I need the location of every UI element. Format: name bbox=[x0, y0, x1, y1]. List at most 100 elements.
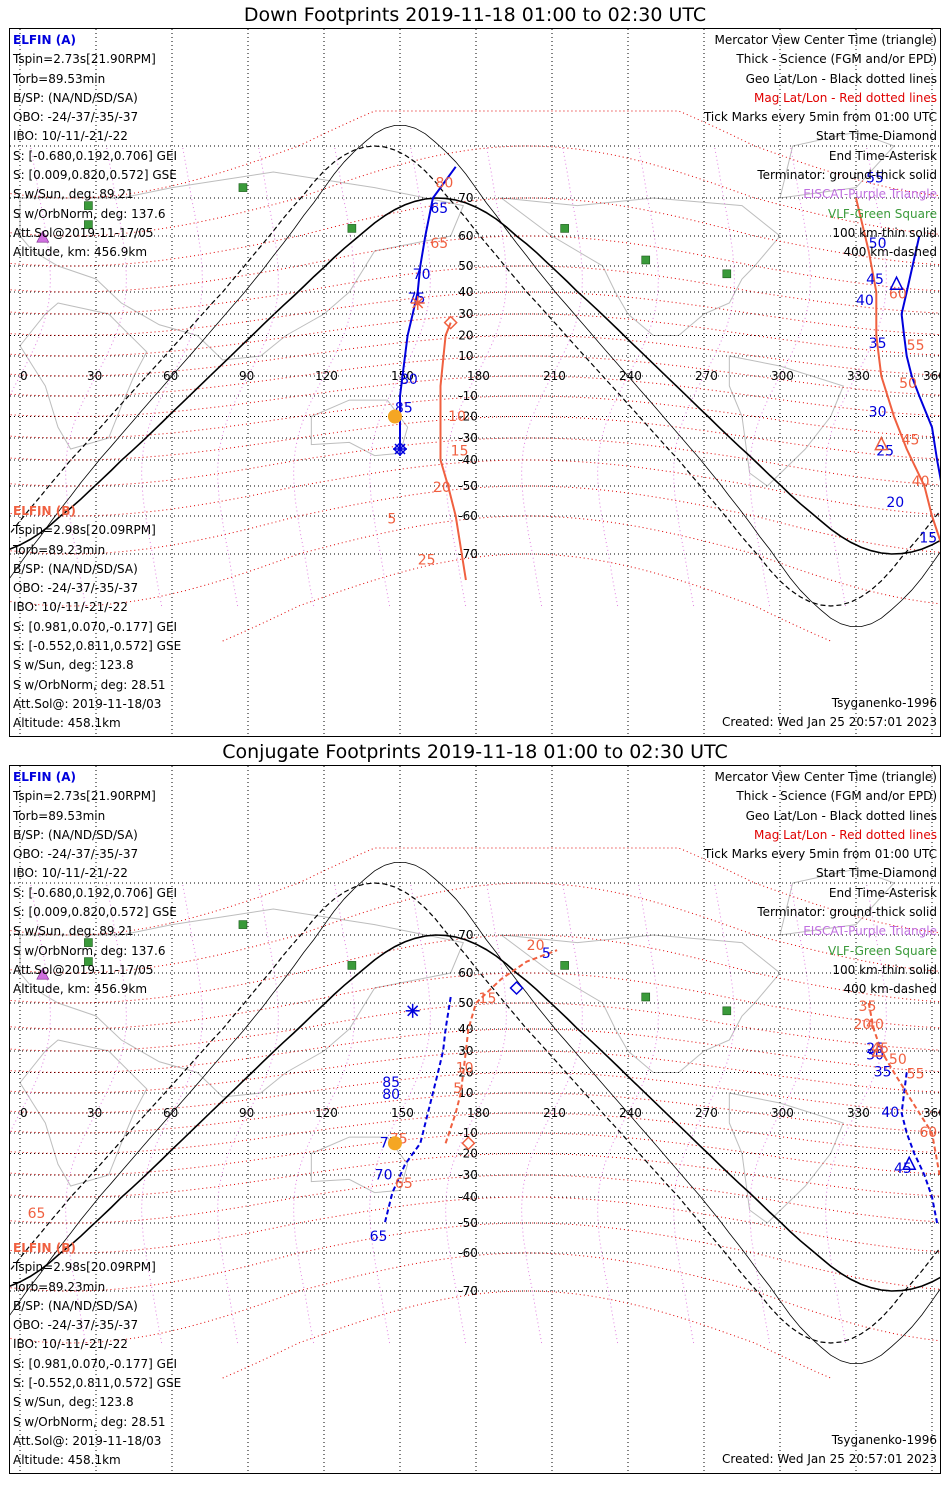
geo-grid bbox=[10, 29, 940, 736]
mag-latitude bbox=[10, 972, 940, 1030]
mag-latitude bbox=[10, 1222, 940, 1292]
track-tick-label: 60 bbox=[919, 1125, 937, 1141]
lon-tick-label: 60 bbox=[163, 1106, 178, 1120]
mag-latitude bbox=[10, 1252, 940, 1344]
vlf-station-marker bbox=[347, 961, 357, 970]
info-line: S w/OrbNorm, deg: 137.6 bbox=[13, 943, 166, 958]
lon-tick-label: 90 bbox=[239, 369, 254, 383]
mag-latitude bbox=[10, 375, 940, 418]
lat-tick-label: 60 bbox=[458, 229, 473, 243]
subsolar-sun-icon bbox=[387, 409, 402, 424]
lon-tick-label: 240 bbox=[619, 369, 642, 383]
lon-tick-label: 210 bbox=[543, 1106, 566, 1120]
lon-tick-label: 180 bbox=[467, 369, 490, 383]
mag-latitude bbox=[10, 847, 940, 936]
legend-entry: Thick - Science (FGM and/or EPD) bbox=[736, 52, 937, 67]
lat-tick-label: -20 bbox=[458, 1147, 478, 1161]
vlf-station-marker bbox=[560, 961, 569, 970]
elfin-a-label: ELFIN (A) bbox=[13, 770, 76, 784]
info-line: S: [-0.552,0.811,0.572] GSE bbox=[13, 639, 182, 654]
vlf-station-marker bbox=[560, 224, 569, 233]
track-tick-label: 85 bbox=[382, 1075, 400, 1091]
info-line: Torb=89.53min bbox=[13, 808, 106, 823]
lat-tick-label: -50 bbox=[458, 1216, 478, 1230]
map-layer: 0306090120150180210240270300330360706050… bbox=[10, 766, 940, 1473]
elfin-a-track-east bbox=[900, 235, 940, 482]
elfin-b-east-tick-labels: 60 55 50 45 40 bbox=[889, 287, 930, 490]
mag-latitude bbox=[10, 415, 940, 461]
landmass bbox=[779, 131, 895, 199]
eiscat-marker bbox=[36, 230, 50, 243]
vlf-station-marker bbox=[84, 201, 93, 210]
track-tick-label: 15 bbox=[451, 444, 469, 460]
track-tick-label: 35 bbox=[869, 336, 887, 352]
info-line: Altitude: 458.1km bbox=[13, 1453, 121, 1468]
map-layer: 0306090120150180210240270300330360706050… bbox=[10, 29, 940, 736]
lat-tick-label: -10 bbox=[458, 1126, 478, 1140]
mag-latitude bbox=[10, 1112, 940, 1155]
info-line: S w/Sun, deg: 89.21 bbox=[13, 924, 134, 939]
lat-tick-label: -30 bbox=[458, 1168, 478, 1182]
info-line: B/SP: (NA/ND/SD/SA) bbox=[13, 1298, 138, 1313]
legend-entry: Tick Marks every 5min from 01:00 UTC bbox=[703, 847, 937, 862]
legend-entry: End Time-Asterisk bbox=[828, 148, 937, 163]
terminator bbox=[10, 125, 940, 627]
legend-entry: Thick - Science (FGM and/or EPD) bbox=[736, 789, 937, 804]
lat-tick-label: 10 bbox=[458, 349, 473, 363]
model-label: Tsyganenko-1996 bbox=[831, 1433, 937, 1447]
eiscat-marker bbox=[36, 967, 50, 980]
legend-entry: Geo Lat/Lon - Black dotted lines bbox=[745, 808, 937, 823]
terminator-ground bbox=[10, 197, 940, 555]
elfin-b-start-diamond bbox=[443, 315, 458, 330]
mag-grid bbox=[10, 847, 940, 1379]
lon-tick-label: 300 bbox=[771, 1106, 794, 1120]
legend-entry: EISCAT-Purple Triangle bbox=[803, 187, 937, 202]
lat-tick-label: -50 bbox=[458, 479, 478, 493]
info-line: IBO: 10/-11/-21/-22 bbox=[13, 1337, 128, 1352]
vlf-station-marker bbox=[238, 183, 248, 192]
info-line: Att.Sol@: 2019-11-18/03 bbox=[13, 1433, 162, 1448]
track-tick-label: 35 bbox=[859, 999, 877, 1015]
lon-tick-label: 90 bbox=[239, 1106, 254, 1120]
elfin-a-label: ELFIN (A) bbox=[13, 33, 76, 47]
mag-latitude bbox=[10, 437, 940, 487]
panel-title: Conjugate Footprints 2019-11-18 01:00 to… bbox=[222, 741, 728, 763]
info-line: OBO: -24/-37/-35/-37 bbox=[13, 1318, 139, 1333]
lat-tick-label: 20 bbox=[458, 329, 473, 343]
elfin-a-info: ELFIN (A) Tspin=2.73s[21.90RPM] Torb=89.5… bbox=[13, 768, 177, 1000]
info-line: Tspin=2.98s[20.09RPM] bbox=[13, 1260, 156, 1275]
mag-latitude bbox=[10, 1196, 940, 1254]
elfin-a-end-asterisk bbox=[405, 1003, 420, 1018]
track-tick-label: 20 bbox=[886, 495, 904, 511]
lon-tick-label: 120 bbox=[315, 1106, 338, 1120]
map-frame: 0 30 60 90 120 150 180 210 240 270 300 330 360 70 60 50… bbox=[9, 765, 941, 1474]
info-line: Att.Sol@: 2019-11-18/03 bbox=[13, 696, 162, 711]
lat-tick-label: 30 bbox=[458, 1044, 473, 1058]
info-line: Altitude: 458.1km bbox=[13, 716, 121, 731]
track-tick-label: 50 bbox=[899, 376, 917, 392]
info-line: Altitude, km: 456.9km bbox=[13, 982, 148, 997]
mag-latitude bbox=[10, 1152, 940, 1198]
vlf-station-marker bbox=[641, 992, 651, 1002]
legend-entry: VLF-Green Square bbox=[828, 943, 937, 958]
track-tick-label: 5 bbox=[387, 512, 396, 528]
elfin-b-tick-labels: 5 10 15 20 25 65 80 bbox=[387, 176, 468, 569]
terminator-400km bbox=[10, 145, 940, 607]
elfin-b-center-triangle bbox=[874, 435, 889, 451]
lat-tick-label: 40 bbox=[458, 1022, 473, 1036]
info-line: S: [-0.552,0.811,0.572] GSE bbox=[13, 1376, 182, 1391]
lon-tick-label: 300 bbox=[771, 369, 794, 383]
legend-entry: Start Time-Diamond bbox=[815, 866, 937, 881]
lon-tick-label: 120 bbox=[315, 369, 338, 383]
elfin-a-track bbox=[399, 166, 457, 449]
legend-entry: Mag Lat/Lon - Red dotted lines bbox=[753, 827, 937, 842]
legend-entry: Geo Lat/Lon - Black dotted lines bbox=[745, 71, 937, 86]
info-line: Torb=89.23min bbox=[13, 1279, 106, 1294]
lat-tick-label: -10 bbox=[458, 389, 478, 403]
lat-tick-label: 20 bbox=[458, 1066, 473, 1080]
info-line: S: [0.009,0.820,0.572] GSE bbox=[13, 905, 177, 920]
lat-tick-label: 60 bbox=[458, 966, 473, 980]
track-tick-label: 20 bbox=[527, 938, 545, 954]
lat-tick-label: -70 bbox=[458, 1284, 478, 1298]
lon-tick-label: 240 bbox=[619, 1106, 642, 1120]
